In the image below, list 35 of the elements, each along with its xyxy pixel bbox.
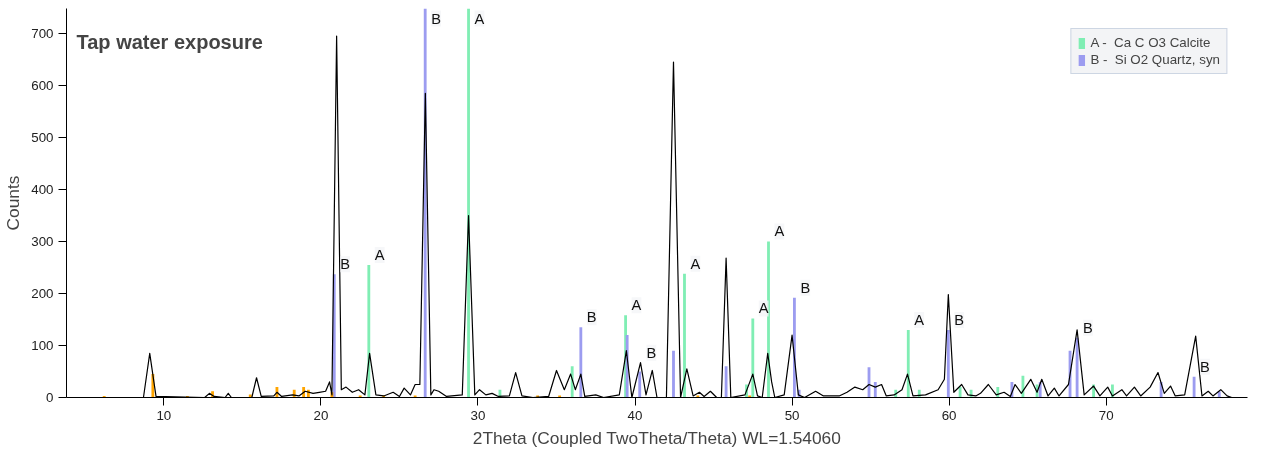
y-tick-label: 300 bbox=[31, 233, 54, 249]
annotation: B bbox=[1083, 319, 1093, 336]
annotation: B bbox=[954, 311, 965, 328]
annotation: B bbox=[646, 344, 657, 361]
x-tick-label: 50 bbox=[784, 407, 800, 423]
x-tick-label: 30 bbox=[470, 407, 486, 423]
annotation: B bbox=[586, 309, 597, 326]
y-tick-label: 0 bbox=[46, 390, 54, 405]
y-tick-label: 200 bbox=[31, 285, 54, 301]
annotation: A bbox=[758, 300, 769, 317]
annotation: A bbox=[690, 255, 701, 272]
x-tick-label: 70 bbox=[1098, 407, 1114, 423]
x-tick-label: 60 bbox=[941, 407, 957, 423]
annotation: A bbox=[774, 223, 785, 240]
annotation: A bbox=[474, 10, 485, 27]
annotation: A bbox=[631, 297, 642, 314]
legend-label: B - Si O2 Quartz, syn bbox=[1090, 52, 1220, 67]
x-tick-label: 20 bbox=[313, 407, 329, 423]
y-tick-label: 400 bbox=[31, 181, 54, 197]
text: Tap water exposure bbox=[76, 30, 263, 53]
y-tick-label: 500 bbox=[31, 129, 54, 145]
y-tick-label: 600 bbox=[31, 77, 54, 93]
x-tick-label: 40 bbox=[627, 407, 643, 423]
x-tick-label: 10 bbox=[156, 407, 172, 423]
annotation: A bbox=[914, 311, 925, 328]
annotation: B bbox=[340, 256, 351, 273]
annotation: A bbox=[374, 246, 385, 263]
annotation: B bbox=[1200, 358, 1210, 375]
y-axis-title: Counts bbox=[3, 175, 24, 231]
annotation: B bbox=[800, 279, 811, 296]
y-tick-label: 100 bbox=[31, 337, 54, 353]
annotation: B bbox=[431, 10, 441, 27]
x-axis-title: 2Theta (Coupled TwoTheta/Theta) WL=1.54060 bbox=[472, 427, 841, 448]
y-tick-label: 700 bbox=[31, 25, 54, 41]
legend-label: A - Ca C O3 Calcite bbox=[1090, 35, 1211, 50]
